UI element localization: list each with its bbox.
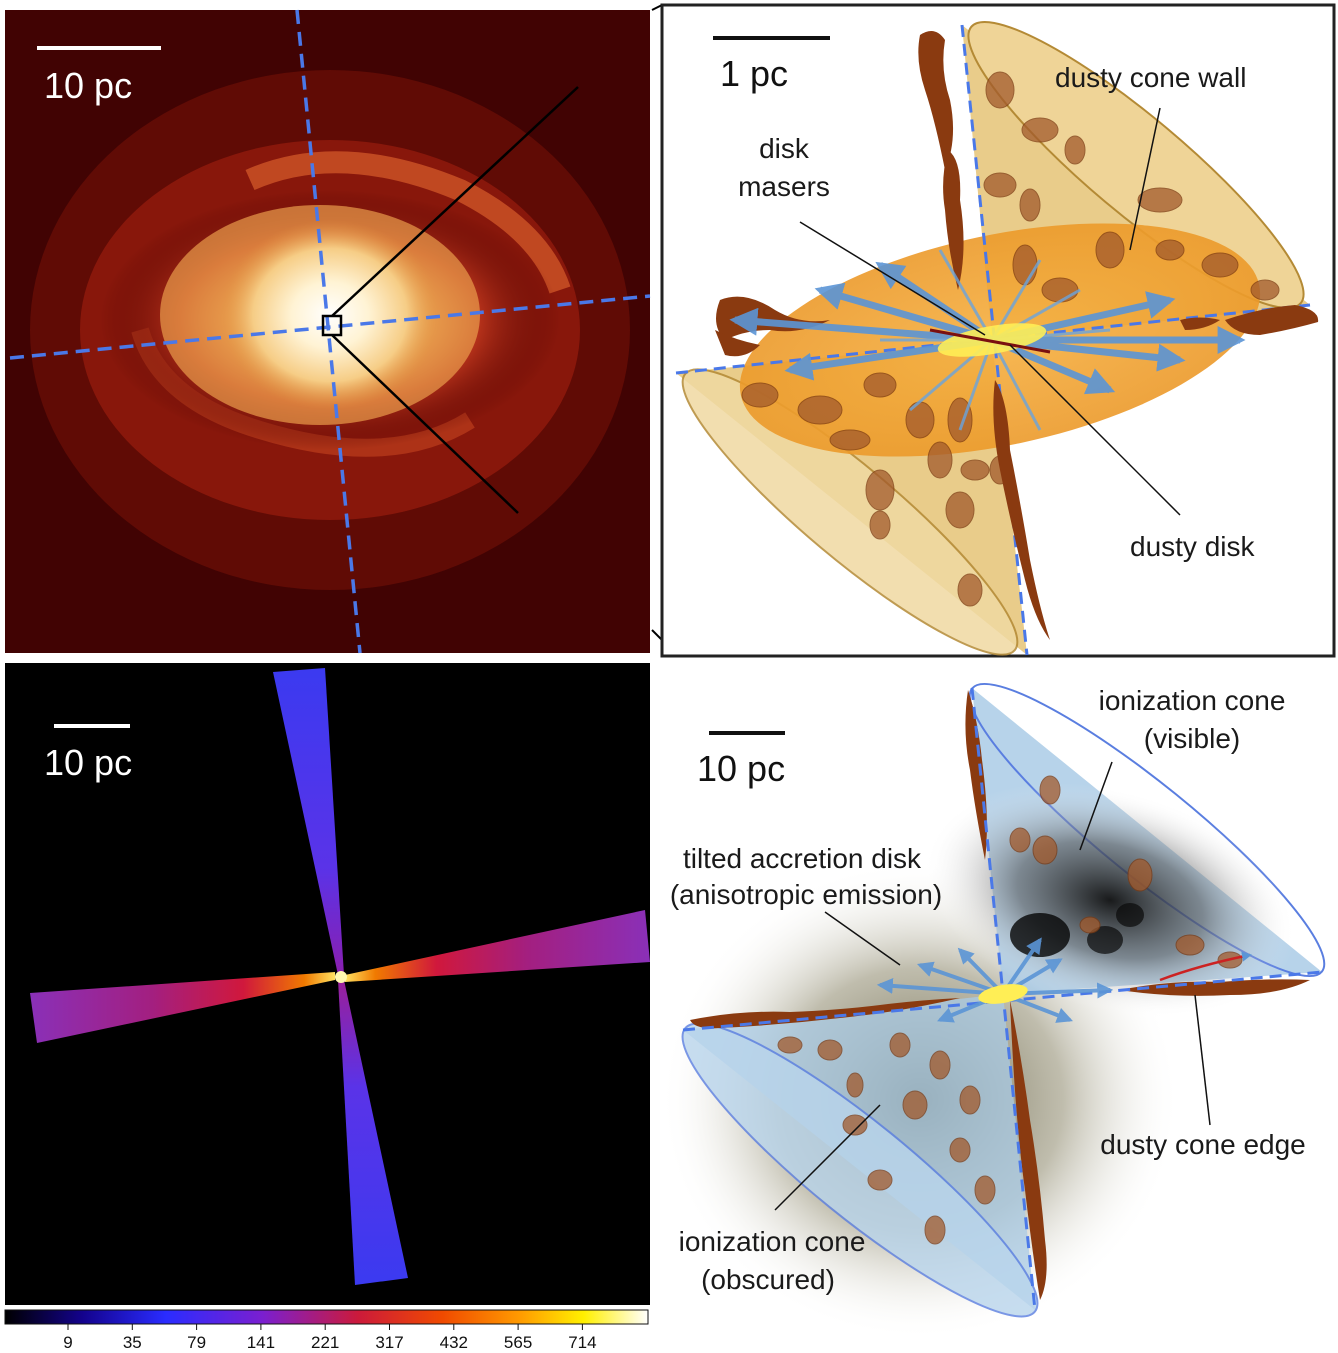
label-ion-obscured-line2: (obscured) — [701, 1264, 835, 1295]
nucleus — [335, 971, 347, 983]
colorbar-tick-label: 317 — [375, 1333, 403, 1352]
label-ion-visible-line2: (visible) — [1144, 723, 1240, 754]
panel-top-right: 1 pc dusty cone wall disk masers dusty d… — [656, 0, 1334, 685]
panel-bottom-right: 10 pc ionization cone (visible) tilted a… — [655, 653, 1338, 1349]
label-ion-visible-line1: ionization cone — [1099, 685, 1286, 716]
scale-label: 10 pc — [44, 65, 132, 106]
label-ion-obscured-line1: ionization cone — [679, 1226, 866, 1257]
colorbar-tick-label: 79 — [187, 1333, 206, 1352]
leader-dusty-cone-edge — [1195, 995, 1210, 1125]
panel-bottom-left: 10 pc 9 35 79 141 221 317 432 565 714 — [5, 663, 650, 1352]
label-dusty-cone-edge: dusty cone edge — [1100, 1129, 1306, 1160]
scale-label: 1 pc — [720, 53, 788, 94]
colorbar — [5, 1310, 648, 1324]
colorbar-tick-label: 141 — [247, 1333, 275, 1352]
colorbar-tick-label: 35 — [123, 1333, 142, 1352]
label-tilted-line1: tilted accretion disk — [683, 843, 922, 874]
colorbar-ticks: 9 35 79 141 221 317 432 565 714 — [63, 1324, 596, 1352]
colorbar-tick-label: 9 — [63, 1333, 72, 1352]
colorbar-tick-label: 565 — [504, 1333, 532, 1352]
label-disk-masers-line1: disk — [759, 133, 810, 164]
scale-label: 10 pc — [697, 748, 785, 789]
scale-label: 10 pc — [44, 742, 132, 783]
panel-top-left: 10 pc — [5, 10, 650, 653]
label-dusty-cone-wall: dusty cone wall — [1055, 62, 1246, 93]
label-disk-masers-line2: masers — [738, 171, 830, 202]
label-tilted-line2: (anisotropic emission) — [670, 879, 942, 910]
label-dusty-disk: dusty disk — [1130, 531, 1255, 562]
colorbar-tick-label: 221 — [311, 1333, 339, 1352]
colorbar-tick-label: 432 — [440, 1333, 468, 1352]
colorbar-tick-label: 714 — [568, 1333, 596, 1352]
